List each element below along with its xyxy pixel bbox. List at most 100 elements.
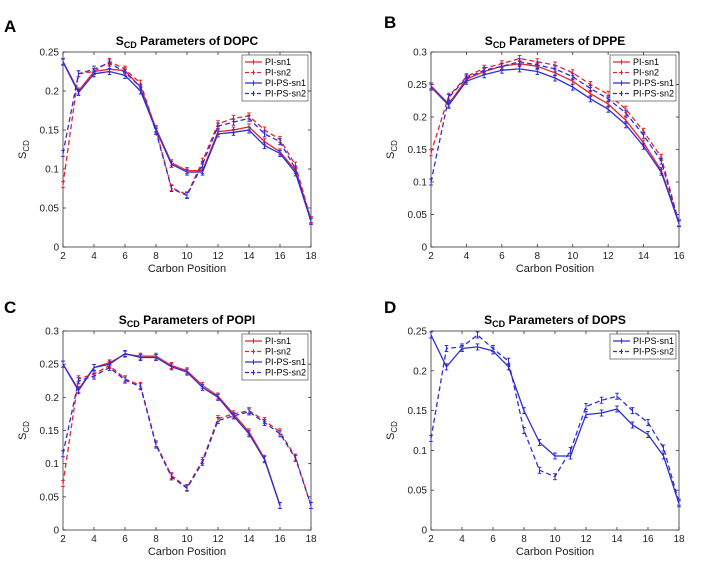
legend-label: PI-PS-sn2 (265, 89, 306, 99)
y-tick-label: 0.15 (408, 145, 428, 156)
x-tick-label: 16 (274, 251, 286, 262)
y-tick-label: 0.05 (40, 492, 60, 503)
y-tick-label: 0.3 (413, 48, 427, 59)
title-text: Parameters of POPI (140, 313, 255, 327)
y-tick-label: 0 (421, 243, 427, 254)
legend-label: PI-sn1 (265, 57, 291, 67)
x-axis-label: Carbon Position (516, 546, 594, 558)
chart-title: SCD Parameters of DPPE (485, 34, 625, 50)
x-tick-label: 12 (212, 251, 224, 262)
x-tick-label: 2 (60, 534, 66, 545)
y-label-subscript: CD (22, 421, 31, 433)
x-tick-label: 10 (181, 534, 193, 545)
y-label-subscript: CD (22, 140, 31, 152)
x-tick-label: 2 (428, 251, 434, 262)
panel-letter: D (384, 298, 396, 317)
y-tick-label: 0.1 (413, 178, 427, 189)
x-tick-label: 6 (490, 534, 496, 545)
legend-label: PI-PS-sn1 (265, 78, 306, 88)
y-tick-label: 0.25 (40, 360, 60, 371)
x-axis-label: Carbon Position (148, 546, 226, 558)
title-subscript: CD (124, 40, 137, 50)
y-axis-label: SCD (385, 140, 399, 159)
x-tick-label: 8 (521, 534, 527, 545)
y-axis-label: SCD (385, 421, 399, 440)
x-tick-label: 4 (459, 534, 465, 545)
x-tick-label: 6 (499, 251, 505, 262)
x-tick-label: 2 (428, 534, 434, 545)
title-symbol: S (119, 313, 127, 327)
y-label-symbol: S (17, 433, 29, 440)
chart-title: SCD Parameters of DOPS (484, 313, 626, 329)
x-tick-label: 14 (243, 251, 255, 262)
x-tick-label: 4 (91, 534, 97, 545)
panel-letter: A (4, 17, 16, 36)
legend-label: PI-PS-sn2 (633, 347, 674, 357)
y-tick-label: 0.25 (408, 80, 428, 91)
chart-title: SCD Parameters of DOPC (116, 34, 259, 50)
y-label-symbol: S (17, 152, 29, 159)
x-tick-label: 4 (464, 251, 470, 262)
y-tick-label: 0.15 (40, 426, 60, 437)
x-tick-label: 8 (153, 534, 159, 545)
legend-label: PI-PS-sn1 (265, 357, 306, 367)
chart-title: SCD Parameters of POPI (119, 313, 255, 329)
y-tick-label: 0.25 (408, 327, 428, 338)
title-text: Parameters of DOPC (137, 34, 259, 48)
y-tick-label: 0.1 (45, 459, 59, 470)
title-symbol: S (116, 34, 124, 48)
legend-label: PI-sn1 (633, 57, 659, 67)
y-label-subscript: CD (390, 140, 399, 152)
y-tick-label: 0.05 (408, 210, 428, 221)
x-tick-label: 10 (567, 251, 579, 262)
y-tick-label: 0 (421, 526, 427, 537)
title-subscript: CD (493, 40, 506, 50)
y-tick-label: 0.2 (413, 113, 427, 124)
panel-letter: C (4, 298, 16, 317)
x-tick-label: 18 (305, 251, 317, 262)
x-tick-label: 16 (274, 534, 286, 545)
legend-label: PI-sn2 (265, 68, 291, 78)
y-tick-label: 0.05 (408, 486, 428, 497)
y-tick-label: 0 (53, 243, 59, 254)
legend-label: PI-sn2 (265, 347, 291, 357)
y-axis-label: SCD (17, 140, 31, 159)
x-tick-label: 18 (673, 534, 685, 545)
y-tick-label: 0.05 (40, 204, 60, 215)
y-tick-label: 0.3 (45, 327, 59, 338)
y-tick-label: 0.25 (40, 48, 60, 59)
panel-letter: B (384, 13, 396, 32)
y-tick-label: 0.15 (40, 126, 60, 137)
x-tick-label: 2 (60, 251, 66, 262)
legend-box (609, 333, 677, 360)
x-tick-label: 6 (122, 534, 128, 545)
x-tick-label: 10 (549, 534, 561, 545)
x-tick-label: 8 (153, 251, 159, 262)
x-tick-label: 12 (212, 534, 224, 545)
y-tick-label: 0.2 (45, 393, 59, 404)
x-tick-label: 12 (580, 534, 592, 545)
x-tick-label: 16 (673, 251, 685, 262)
x-tick-label: 14 (611, 534, 623, 545)
y-tick-label: 0 (53, 526, 59, 537)
y-tick-label: 0.1 (45, 165, 59, 176)
legend-label: PI-PS-sn2 (633, 89, 674, 99)
title-symbol: S (484, 313, 492, 327)
x-tick-label: 12 (603, 251, 615, 262)
title-symbol: S (485, 34, 493, 48)
y-tick-label: 0.1 (413, 446, 427, 457)
x-tick-label: 4 (91, 251, 97, 262)
legend-label: PI-sn1 (265, 336, 291, 346)
x-tick-label: 6 (122, 251, 128, 262)
y-label-symbol: S (385, 152, 397, 159)
y-axis-label: SCD (17, 421, 31, 440)
x-axis-label: Carbon Position (516, 263, 594, 275)
title-subscript: CD (127, 319, 140, 329)
